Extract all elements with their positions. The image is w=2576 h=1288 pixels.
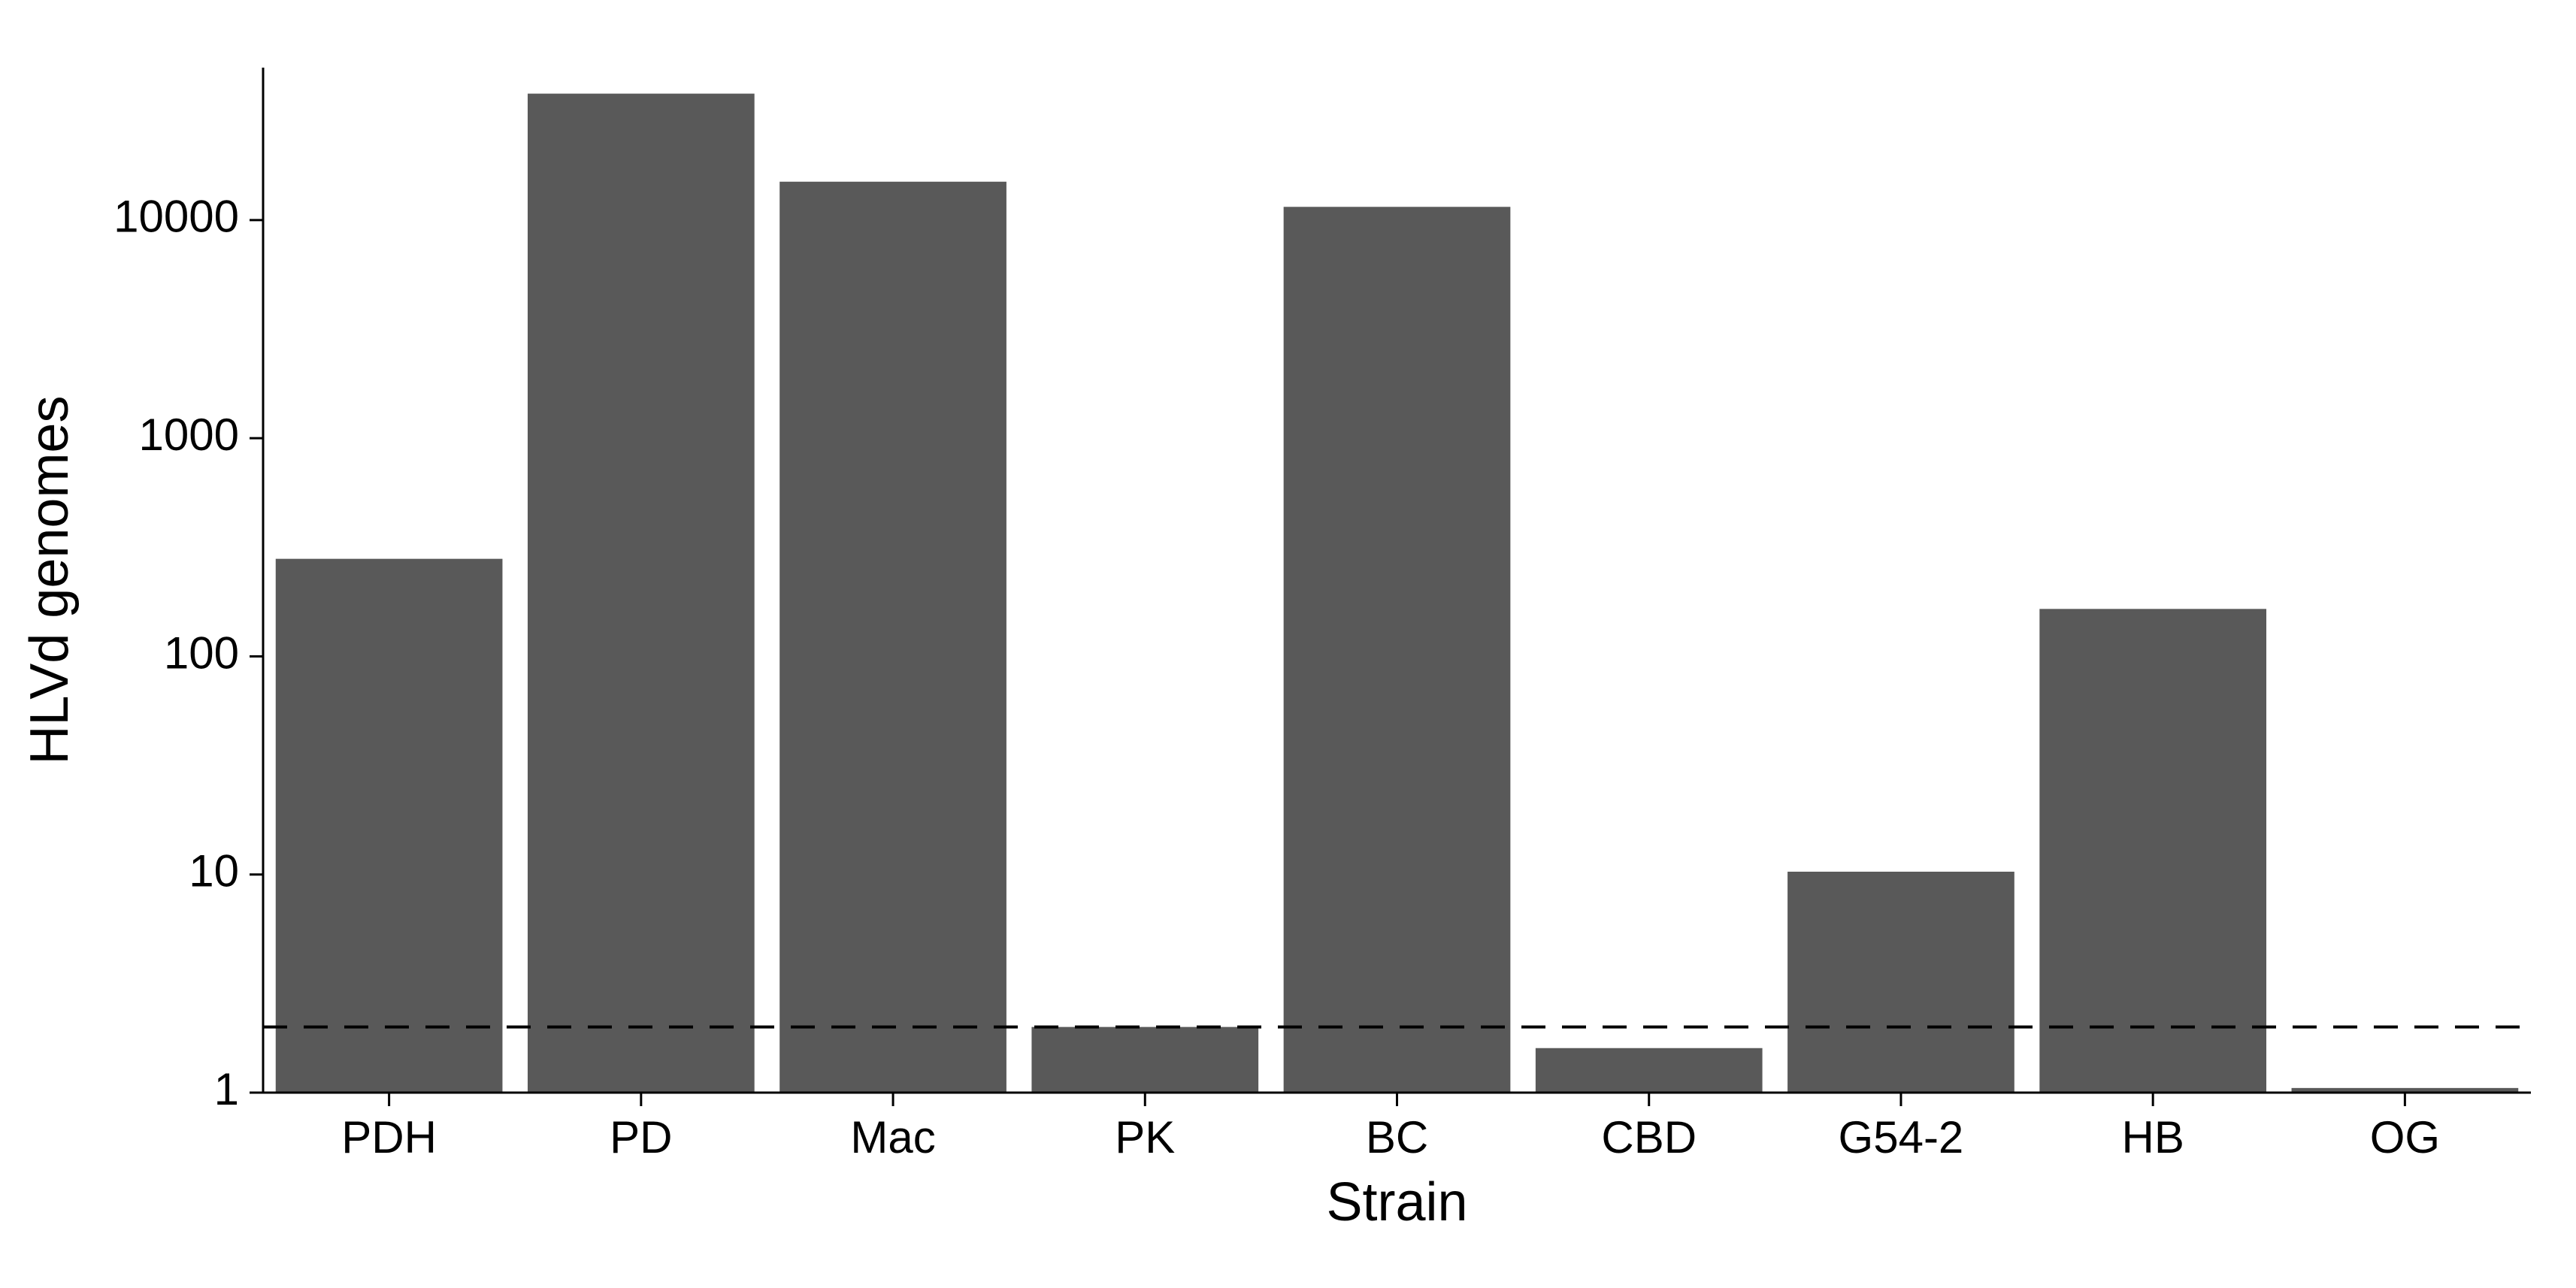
x-tick-label: Mac xyxy=(850,1112,935,1163)
x-tick-label: BC xyxy=(1366,1112,1428,1163)
y-tick-label: 10000 xyxy=(114,192,239,242)
x-tick-label: G54-2 xyxy=(1839,1112,1964,1163)
bar-chart: 1 10 100 1000 10000 PDH PD Mac PK BC CBD G54-2 HB OG S… xyxy=(0,0,2576,1288)
chart-container: 1 10 100 1000 10000 PDH PD Mac PK BC CBD G54-2 HB OG S… xyxy=(0,0,2576,1288)
x-tick-label: PD xyxy=(610,1112,672,1163)
bar xyxy=(528,94,755,1093)
y-tick-label: 1000 xyxy=(139,410,239,460)
bar xyxy=(2039,609,2266,1093)
x-tick-label: OG xyxy=(2370,1112,2440,1163)
x-tick-label: PK xyxy=(1115,1112,1175,1163)
bar xyxy=(276,559,503,1093)
x-tick-label: HB xyxy=(2121,1112,2184,1163)
bar xyxy=(1031,1027,1258,1093)
x-tick-label: PDH xyxy=(341,1112,437,1163)
bar xyxy=(1787,872,2014,1093)
y-tick-label: 100 xyxy=(164,627,239,678)
y-tick-label: 10 xyxy=(189,846,239,896)
y-axis-title: HLVd genomes xyxy=(20,396,80,765)
bar xyxy=(779,182,1006,1093)
x-tick-label: CBD xyxy=(1601,1112,1697,1163)
x-axis-title: Strain xyxy=(1326,1172,1467,1232)
bar xyxy=(1536,1048,1763,1093)
bar xyxy=(1284,207,1511,1093)
y-tick-label: 1 xyxy=(214,1064,239,1114)
